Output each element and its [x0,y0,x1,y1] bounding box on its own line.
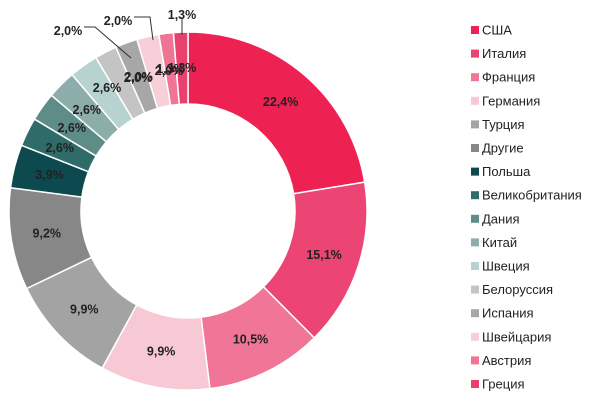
legend-label-13: Швейцария [482,329,551,344]
legend-swatch-6 [471,167,479,176]
data-label-2: 10,5% [233,333,268,347]
legend-label-7: Великобритания [482,188,582,203]
data-label-11: 2,0% [124,71,153,85]
legend-swatch-13 [471,332,479,341]
legend-label-4: Турция [482,117,525,132]
legend-swatch-12 [471,309,479,318]
legend-swatch-4 [471,120,479,129]
legend-label-14: Австрия [482,353,531,368]
callout-line-12 [134,16,154,41]
chart-legend: США Италия Франция Германия Турция Другие Поль… [471,23,582,392]
data-label-9: 2,6% [73,103,102,117]
legend-label-11: Белоруссия [482,282,553,297]
legend-swatch-9 [471,238,479,247]
data-label-12: 2,0% [124,70,153,84]
legend-swatch-5 [471,144,479,152]
callout-line-11 [84,26,132,59]
data-label-5: 9,2% [33,227,62,241]
legend-label-1: Италия [482,46,526,61]
legend-label-8: Дания [482,211,520,226]
data-label-8: 2,6% [57,121,86,135]
data-label-0: 22,4% [263,95,298,109]
legend-label-15: Греция [482,377,525,392]
chart-slices [8,31,368,391]
data-label-3: 9,9% [147,344,176,358]
data-label-10: 2,6% [93,81,122,95]
legend-swatch-1 [471,49,479,58]
legend-label-6: Польша [482,164,531,179]
legend-swatch-0 [471,26,479,34]
callout-label-12: 2,0% [104,14,133,28]
slice-0 [187,31,366,195]
legend-swatch-7 [471,191,479,200]
legend-label-0: США [482,23,512,38]
legend-swatch-10 [471,262,479,270]
chart-data-labels: 22,4%15,1%10,5%9,9%9,9%9,2%3,9%2,6%2,6%2… [33,8,342,358]
legend-label-2: Франция [482,70,535,85]
legend-swatch-8 [471,214,479,223]
legend-swatch-3 [471,96,479,105]
callout-label-15: 1,3% [168,8,197,22]
data-label-6: 3,9% [35,168,64,182]
legend-swatch-15 [471,380,479,388]
legend-label-5: Другие [482,141,524,156]
legend-swatch-14 [471,356,479,365]
legend-label-12: Испания [482,306,534,321]
slice-15 [172,31,189,106]
legend-swatch-2 [471,73,479,82]
data-label-13: 2,0% [155,64,184,78]
data-label-14: 1,3% [156,62,185,76]
data-label-7: 2,6% [45,141,74,155]
callout-label-11: 2,0% [54,24,83,38]
legend-label-9: Китай [482,235,517,250]
data-label-1: 15,1% [306,248,341,262]
data-label-15: 1,3% [168,61,197,75]
data-label-4: 9,9% [70,302,99,316]
chart-callouts [84,16,183,59]
legend-swatch-11 [471,285,479,294]
legend-label-3: Германия [482,93,540,108]
legend-label-10: Швеция [482,259,530,274]
